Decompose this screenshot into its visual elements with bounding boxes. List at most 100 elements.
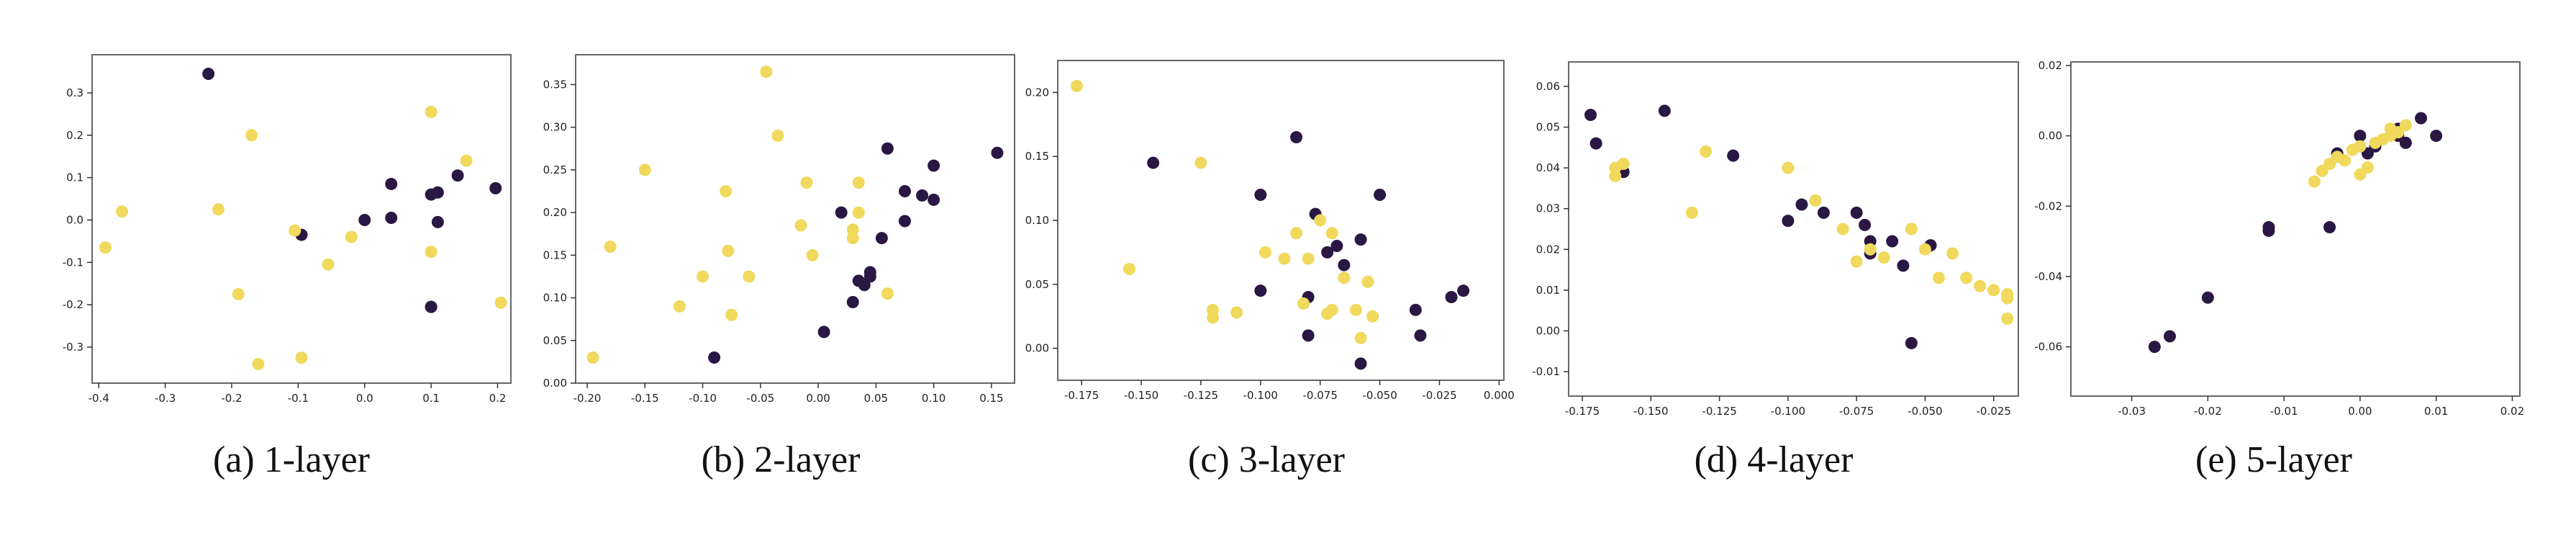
- x-tick-label: 0.10: [922, 392, 945, 405]
- x-tick-label: -0.075: [1839, 405, 1874, 418]
- y-tick-label: 0.00: [1025, 342, 1049, 355]
- x-tick-label: -0.02: [2194, 405, 2222, 418]
- scatter-point: [1330, 240, 1343, 253]
- scatter-point: [1278, 252, 1291, 265]
- scatter-point: [604, 240, 617, 253]
- y-tick-label: 0.05: [543, 334, 567, 347]
- scatter-point: [232, 287, 245, 300]
- scatter-point: [1374, 188, 1387, 201]
- scatter-point: [1589, 137, 1602, 150]
- x-tick-label: -0.050: [1362, 389, 1397, 402]
- scatter-point: [322, 258, 335, 271]
- scatter-point: [1617, 157, 1630, 170]
- y-tick-label: 0.00: [2038, 130, 2062, 143]
- y-tick-label: -0.2: [63, 298, 83, 311]
- scatter-point: [2308, 175, 2321, 188]
- subplot-4: -0.175 -0.150 -0.125 -0.100 -0.075 -0.050 -0.0…: [1532, 61, 2019, 418]
- subplot-3: -0.175 -0.150 -0.125 -0.100 -0.075 -0.050 -0.0…: [1025, 60, 1515, 402]
- scatter-point: [1254, 284, 1267, 297]
- y-tick-label: 0.35: [543, 78, 567, 91]
- scatter-point: [202, 67, 215, 80]
- scatter-point: [846, 232, 859, 245]
- scatter-point: [2163, 330, 2176, 343]
- scatter-point: [2399, 119, 2412, 132]
- plot-frame: [575, 54, 1015, 384]
- scatter-point: [2339, 154, 2351, 167]
- x-tick-label: -0.150: [1633, 405, 1668, 418]
- scatter-point: [289, 224, 301, 237]
- scatter-point: [899, 215, 911, 228]
- scatter-point: [431, 215, 444, 228]
- scatter-point: [697, 270, 709, 283]
- x-tick-label: -0.2: [221, 392, 242, 405]
- x-tick-label: 0.02: [2500, 405, 2524, 418]
- scatter-point: [1897, 259, 1910, 272]
- scatter-point: [916, 189, 929, 202]
- scatter-point: [817, 326, 830, 338]
- x-tick-label: 0.15: [979, 392, 1003, 405]
- scatter-point: [1354, 357, 1367, 370]
- x-tick-label: -0.175: [1565, 405, 1600, 418]
- plot-frame: [91, 54, 512, 384]
- y-tick-label: 0.15: [1025, 150, 1049, 163]
- scatter-point: [116, 205, 129, 218]
- x-tick-label: -0.125: [1184, 389, 1218, 402]
- scatter-point: [2001, 312, 2014, 325]
- subplot-2: -0.20 -0.15 -0.10 -0.05 0.00 0.05 0.10 0.15 0.00…: [543, 54, 1015, 405]
- scatter-point: [875, 232, 888, 245]
- y-tick-label: 0.10: [1025, 214, 1049, 227]
- scatter-point: [1290, 227, 1303, 240]
- series-2: [586, 66, 894, 364]
- scatter-point: [846, 295, 859, 308]
- x-tick-label: -0.20: [573, 392, 602, 405]
- scatter-point: [345, 230, 358, 243]
- scatter-point: [1918, 243, 1931, 256]
- y-tick-label: 0.30: [543, 121, 567, 134]
- y-tick-label: 0.0: [66, 213, 83, 226]
- y-tick-label: 0.2: [66, 129, 83, 142]
- scatter-point: [881, 287, 894, 300]
- series-2: [1071, 80, 1379, 344]
- x-tick-label: -0.025: [1422, 389, 1456, 402]
- x-tick-label: 0.0: [356, 392, 373, 405]
- scatter-point: [835, 206, 848, 219]
- x-tick-label: 0.01: [2424, 405, 2448, 418]
- scatter-point: [1457, 284, 1470, 297]
- scatter-point: [928, 193, 940, 206]
- scatter-point: [1932, 272, 1945, 284]
- scatter-point: [1685, 206, 1698, 219]
- scatter-point: [1795, 198, 1808, 211]
- series-2: [2308, 119, 2412, 188]
- scatter-point: [1584, 109, 1597, 122]
- scatter-point: [586, 351, 599, 364]
- y-tick-label: 0.3: [66, 86, 83, 99]
- scatter-point: [451, 169, 464, 182]
- scatter-point: [1338, 259, 1351, 272]
- scatter-point: [1414, 329, 1427, 342]
- x-tick-label: -0.025: [1977, 405, 2011, 418]
- scatter-point: [1817, 206, 1830, 219]
- subplot-1: -0.4 -0.3 -0.2 -0.1 0.0 0.1 0.2 -0.3 -0.2 -0.1 0.0…: [63, 54, 512, 405]
- scatter-point: [358, 213, 371, 226]
- scatter-point: [1302, 252, 1315, 265]
- x-tick-label: -0.4: [89, 392, 109, 405]
- y-tick-label: 0.15: [543, 248, 567, 261]
- x-tick-label: 0.00: [806, 392, 830, 405]
- x-tick-label: -0.15: [631, 392, 659, 405]
- scatter-point: [1727, 149, 1740, 162]
- y-tick-label: -0.04: [2034, 270, 2062, 283]
- scatter-point: [1782, 161, 1795, 174]
- plot-frame: [1568, 61, 2019, 397]
- scatter-point: [1325, 303, 1338, 316]
- scatter-point: [1290, 131, 1303, 144]
- scatter-point: [800, 176, 813, 189]
- scatter-point: [1123, 262, 1135, 275]
- scatter-point: [252, 358, 265, 371]
- plot-frame: [2070, 61, 2521, 397]
- scatter-point: [852, 206, 865, 219]
- scatter-point: [638, 163, 651, 176]
- scatter-point: [425, 246, 437, 259]
- scatter-point: [1782, 215, 1795, 228]
- scatter-point: [1147, 156, 1160, 169]
